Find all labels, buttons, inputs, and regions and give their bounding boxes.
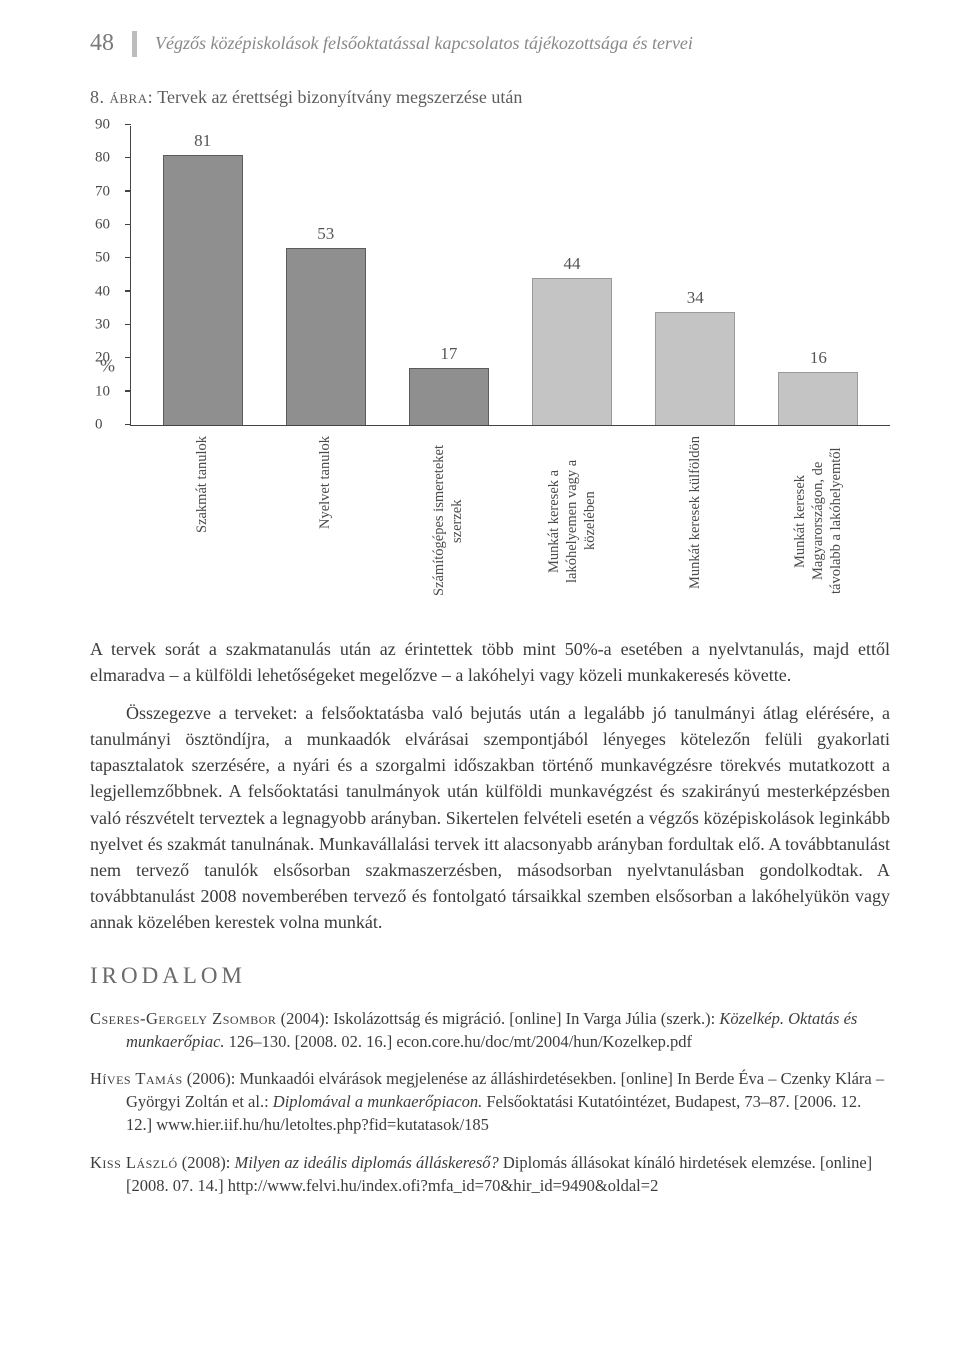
y-tick-mark (125, 424, 131, 426)
bar (163, 155, 243, 425)
y-tick-label: 50 (95, 250, 110, 267)
bar-chart: % 0102030405060708090815317443416 Szakmá… (90, 126, 890, 606)
body-paragraph-1: A tervek sorát a szakmatanulás után az é… (90, 636, 890, 688)
bar-value-label: 53 (317, 224, 334, 244)
ref-tail: 126–130. [2008. 02. 16.] econ.core.hu/do… (225, 1032, 692, 1051)
y-tick-mark (125, 157, 131, 159)
figure-caption-text: Tervek az érettségi bizonyítvány megszer… (153, 87, 522, 107)
ref-year: (2006): (183, 1069, 240, 1088)
bar (409, 368, 489, 425)
x-axis-category-label: Munkát keresek külföldön (640, 436, 750, 606)
y-tick-mark (125, 190, 131, 192)
y-tick-label: 40 (95, 283, 110, 300)
y-tick-mark (125, 290, 131, 292)
y-tick-label: 90 (95, 117, 110, 134)
bar-column: 17 (394, 344, 504, 425)
ref-title: Iskolázottság és migráció. [online] In V… (333, 1009, 719, 1028)
y-tick-mark (125, 124, 131, 126)
x-axis-labels: Szakmát tanulokNyelvet tanulokSzámítógép… (130, 436, 890, 606)
y-tick-label: 30 (95, 317, 110, 334)
y-tick-mark (125, 257, 131, 259)
bar-value-label: 17 (440, 344, 457, 364)
page: 48 Végzős középiskolások felsőoktatással… (0, 0, 960, 1251)
section-heading-irodalom: IRODALOM (90, 963, 890, 989)
ref-author: Kiss László (90, 1153, 178, 1172)
bar (778, 372, 858, 425)
reference-entry: Cseres-Gergely Zsombor (2004): Iskolázot… (90, 1007, 890, 1053)
ref-author: Híves Tamás (90, 1069, 183, 1088)
bar-column: 16 (763, 348, 873, 425)
body-paragraph-2: Összegezve a terveket: a felsőoktatásba … (90, 700, 890, 935)
bar-value-label: 34 (687, 288, 704, 308)
bar-value-label: 44 (564, 254, 581, 274)
reference-entry: Kiss László (2008): Milyen az ideális di… (90, 1151, 890, 1197)
plot-area: 0102030405060708090815317443416 (130, 126, 890, 426)
bar-value-label: 81 (194, 131, 211, 151)
x-axis-category-label: Nyelvet tanulok (270, 436, 380, 606)
ref-title-italic: Milyen az ideális diplomás álláskereső? (234, 1153, 498, 1172)
x-axis-category-label: Szakmát tanulok (147, 436, 257, 606)
page-number: 48 (90, 30, 114, 57)
bar-column: 53 (271, 224, 381, 425)
ref-title-italic: Diplomával a munkaerőpiacon. (273, 1092, 482, 1111)
bar-column: 34 (640, 288, 750, 425)
y-tick-label: 10 (95, 383, 110, 400)
bar (655, 312, 735, 425)
ref-year: (2008): (178, 1153, 235, 1172)
y-tick-mark (125, 324, 131, 326)
bar (532, 278, 612, 425)
ref-author: Cseres-Gergely Zsombor (90, 1009, 276, 1028)
bar-column: 81 (148, 131, 258, 425)
y-tick-mark (125, 390, 131, 392)
y-tick-label: 0 (95, 417, 103, 434)
figure-caption-lead: 8. ábra: (90, 87, 153, 107)
header-divider (132, 31, 137, 57)
page-header: 48 Végzős középiskolások felsőoktatással… (90, 30, 890, 57)
x-axis-category-label: Számítógépes ismereteket szerzek (393, 436, 503, 606)
bar-column: 44 (517, 254, 627, 425)
reference-entry: Híves Tamás (2006): Munkaadói elvárások … (90, 1067, 890, 1136)
y-tick-label: 70 (95, 183, 110, 200)
y-tick-label: 80 (95, 150, 110, 167)
ref-year: (2004): (276, 1009, 333, 1028)
y-tick-mark (125, 357, 131, 359)
x-axis-category-label: Munkát keresek a lakóhelyemen vagy a köz… (517, 436, 627, 606)
y-tick-mark (125, 224, 131, 226)
running-title: Végzős középiskolások felsőoktatással ka… (155, 33, 693, 54)
bar-value-label: 16 (810, 348, 827, 368)
figure-caption: 8. ábra: Tervek az érettségi bizonyítván… (90, 87, 890, 108)
y-tick-label: 20 (95, 350, 110, 367)
x-axis-category-label: Munkát keresek Magyarországon, de távola… (763, 436, 873, 606)
bar (286, 248, 366, 425)
y-tick-label: 60 (95, 217, 110, 234)
references-list: Cseres-Gergely Zsombor (2004): Iskolázot… (90, 1007, 890, 1197)
